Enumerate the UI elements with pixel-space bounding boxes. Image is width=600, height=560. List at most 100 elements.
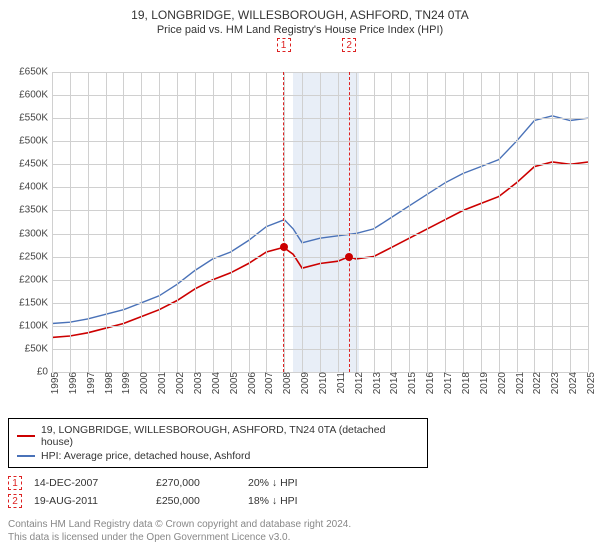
x-tick-label: 2020: [495, 372, 508, 394]
y-tick-label: £650K: [19, 67, 52, 78]
event-date: 14-DEC-2007: [34, 477, 144, 489]
gridline-x: [552, 72, 553, 372]
x-tick-label: 1997: [84, 372, 97, 394]
event-number-box: 2: [8, 494, 22, 508]
gridline-x: [463, 72, 464, 372]
x-tick-label: 2000: [137, 372, 150, 394]
event-row: 1 14-DEC-2007 £270,000 20% ↓ HPI: [8, 474, 592, 492]
event-pct: 20% ↓ HPI: [248, 477, 348, 489]
gridline-x: [588, 72, 589, 372]
gridline-x: [266, 72, 267, 372]
y-tick-label: £200K: [19, 274, 52, 285]
gridline-x: [517, 72, 518, 372]
gridline-x: [481, 72, 482, 372]
event-dot: [345, 253, 353, 261]
legend-swatch: [17, 435, 35, 437]
gridline-x: [391, 72, 392, 372]
x-tick-label: 1998: [102, 372, 115, 394]
event-row: 2 19-AUG-2011 £250,000 18% ↓ HPI: [8, 492, 592, 510]
gridline-x: [249, 72, 250, 372]
legend-label: HPI: Average price, detached house, Ashf…: [41, 450, 250, 462]
footer-line-1: Contains HM Land Registry data © Crown c…: [8, 518, 592, 531]
x-tick-label: 2011: [334, 372, 347, 394]
gridline-x: [534, 72, 535, 372]
y-tick-label: £550K: [19, 113, 52, 124]
x-tick-label: 2016: [423, 372, 436, 394]
x-tick-label: 2008: [280, 372, 293, 394]
event-marker-number: 1: [277, 38, 291, 52]
y-tick-label: £450K: [19, 159, 52, 170]
gridline-x: [177, 72, 178, 372]
event-marker-number: 2: [342, 38, 356, 52]
y-tick-label: £100K: [19, 320, 52, 331]
page-subtitle: Price paid vs. HM Land Registry's House …: [8, 24, 592, 36]
footer: Contains HM Land Registry data © Crown c…: [8, 518, 592, 544]
y-tick-label: £400K: [19, 182, 52, 193]
gridline-x: [88, 72, 89, 372]
gridline-x: [52, 72, 53, 372]
gridline-x: [106, 72, 107, 372]
x-tick-label: 2007: [262, 372, 275, 394]
event-date: 19-AUG-2011: [34, 495, 144, 507]
legend-item: HPI: Average price, detached house, Ashf…: [17, 449, 419, 463]
chart: £0£50K£100K£150K£200K£250K£300K£350K£400…: [8, 42, 592, 412]
event-price: £250,000: [156, 495, 236, 507]
gridline-x: [409, 72, 410, 372]
x-tick-label: 1999: [119, 372, 132, 394]
y-tick-label: £50K: [25, 343, 52, 354]
x-tick-label: 2001: [155, 372, 168, 394]
x-tick-label: 1995: [48, 372, 61, 394]
event-pct: 18% ↓ HPI: [248, 495, 348, 507]
plot-area: £0£50K£100K£150K£200K£250K£300K£350K£400…: [52, 72, 588, 372]
x-tick-label: 2010: [316, 372, 329, 394]
x-tick-label: 2024: [566, 372, 579, 394]
gridline-x: [70, 72, 71, 372]
event-price: £270,000: [156, 477, 236, 489]
x-tick-label: 2017: [441, 372, 454, 394]
gridline-x: [338, 72, 339, 372]
gridline-x: [427, 72, 428, 372]
legend: 19, LONGBRIDGE, WILLESBOROUGH, ASHFORD, …: [8, 418, 428, 468]
x-tick-label: 2018: [459, 372, 472, 394]
event-number-box: 1: [8, 476, 22, 490]
gridline-x: [159, 72, 160, 372]
x-tick-label: 2004: [209, 372, 222, 394]
gridline-x: [141, 72, 142, 372]
y-tick-label: £300K: [19, 228, 52, 239]
x-tick-label: 2002: [173, 372, 186, 394]
event-dot: [280, 243, 288, 251]
x-tick-label: 2005: [227, 372, 240, 394]
gridline-x: [302, 72, 303, 372]
x-tick-label: 2015: [405, 372, 418, 394]
x-tick-label: 2009: [298, 372, 311, 394]
x-tick-label: 2019: [477, 372, 490, 394]
x-tick-label: 2025: [584, 372, 597, 394]
y-tick-label: £250K: [19, 251, 52, 262]
gridline-x: [231, 72, 232, 372]
page-title: 19, LONGBRIDGE, WILLESBOROUGH, ASHFORD, …: [8, 8, 592, 22]
gridline-x: [499, 72, 500, 372]
x-tick-label: 2023: [548, 372, 561, 394]
gridline-x: [320, 72, 321, 372]
gridline-x: [356, 72, 357, 372]
gridline-x: [570, 72, 571, 372]
legend-item: 19, LONGBRIDGE, WILLESBOROUGH, ASHFORD, …: [17, 423, 419, 449]
event-table: 1 14-DEC-2007 £270,000 20% ↓ HPI 2 19-AUG-201…: [8, 474, 592, 510]
x-tick-label: 2021: [513, 372, 526, 394]
x-tick-label: 2006: [245, 372, 258, 394]
legend-label: 19, LONGBRIDGE, WILLESBOROUGH, ASHFORD, …: [41, 424, 419, 448]
x-tick-label: 2012: [352, 372, 365, 394]
y-tick-label: £150K: [19, 297, 52, 308]
gridline-x: [284, 72, 285, 372]
x-tick-label: 2013: [370, 372, 383, 394]
gridline-x: [445, 72, 446, 372]
legend-swatch: [17, 455, 35, 457]
x-tick-label: 2003: [191, 372, 204, 394]
y-tick-label: £600K: [19, 90, 52, 101]
gridline-x: [195, 72, 196, 372]
x-tick-label: 1996: [66, 372, 79, 394]
y-tick-label: £350K: [19, 205, 52, 216]
x-tick-label: 2022: [530, 372, 543, 394]
gridline-x: [123, 72, 124, 372]
y-tick-label: £500K: [19, 136, 52, 147]
